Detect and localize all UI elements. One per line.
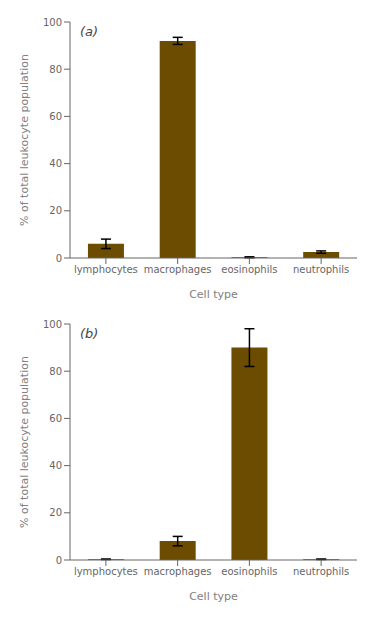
svg-text:80: 80: [49, 366, 62, 377]
svg-text:lymphocytes: lymphocytes: [74, 566, 138, 577]
svg-text:100: 100: [43, 17, 62, 28]
svg-text:macrophages: macrophages: [144, 566, 212, 577]
svg-text:lymphocytes: lymphocytes: [74, 264, 138, 275]
svg-text:neutrophils: neutrophils: [293, 566, 349, 577]
svg-text:0: 0: [56, 253, 62, 264]
svg-text:eosinophils: eosinophils: [221, 566, 277, 577]
svg-text:neutrophils: neutrophils: [293, 264, 349, 275]
svg-text:40: 40: [49, 158, 62, 169]
svg-text:macrophages: macrophages: [144, 264, 212, 275]
svg-text:eosinophils: eosinophils: [221, 264, 277, 275]
svg-text:Cell type: Cell type: [189, 288, 238, 301]
svg-text:Cell type: Cell type: [189, 590, 238, 603]
svg-text:100: 100: [43, 319, 62, 330]
svg-text:% of total leukocyte populatio: % of total leukocyte population: [18, 54, 31, 226]
svg-text:60: 60: [49, 413, 62, 424]
html-text:(b): (b): [80, 326, 99, 341]
svg-text:20: 20: [49, 205, 62, 216]
svg-text:0: 0: [56, 555, 62, 566]
html-text:(a): (a): [80, 24, 99, 39]
svg-text:% of total leukocyte populatio: % of total leukocyte population: [18, 356, 31, 528]
svg-text:80: 80: [49, 64, 62, 75]
svg-text:60: 60: [49, 111, 62, 122]
svg-text:40: 40: [49, 460, 62, 471]
svg-text:20: 20: [49, 507, 62, 518]
